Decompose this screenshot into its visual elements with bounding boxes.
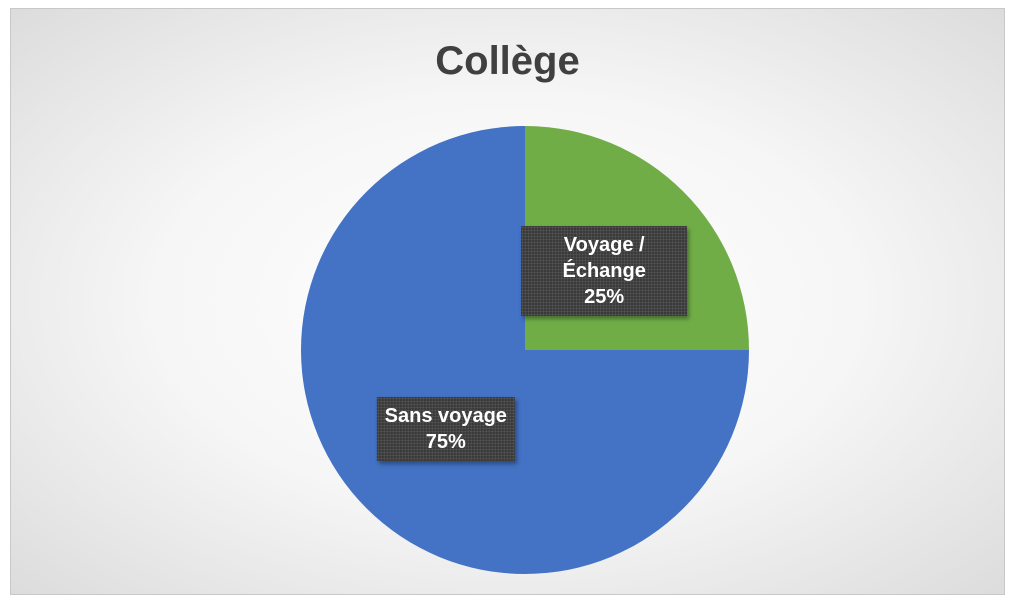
category-label: Sans voyage: [384, 405, 507, 428]
value-label: 25%: [584, 285, 625, 308]
data-label: Sans voyage 75%: [376, 397, 515, 462]
chart-area: Collège Voyage / Échange 25% Sans voyage 75…: [10, 8, 1005, 595]
value-label: 75%: [425, 431, 466, 454]
chart: [301, 126, 749, 574]
pie-slice: [301, 126, 749, 574]
category-label: Voyage / Échange: [562, 233, 646, 282]
chart-title: Collège: [435, 39, 580, 83]
data-label: Voyage / Échange 25%: [521, 225, 688, 316]
